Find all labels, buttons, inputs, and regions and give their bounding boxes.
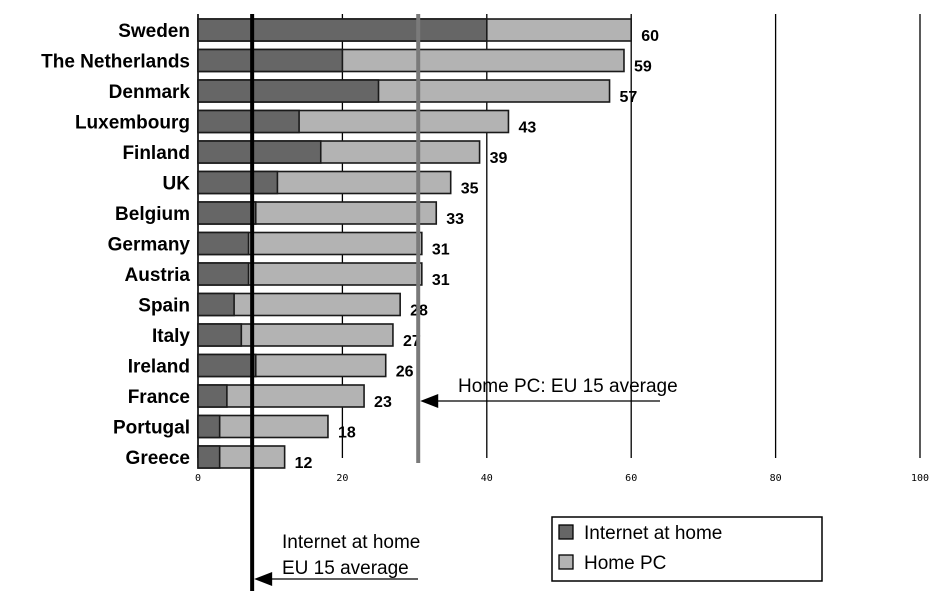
bar-internet-greece bbox=[197, 445, 221, 469]
arrow-head-home-pc bbox=[420, 394, 439, 408]
category-label-spain: Spain bbox=[138, 296, 190, 317]
bar-internet-germany bbox=[197, 231, 250, 256]
category-label-the-netherlands: The Netherlands bbox=[41, 52, 190, 73]
category-label-sweden: Sweden bbox=[118, 21, 190, 42]
bar-internet-belgium bbox=[197, 201, 257, 225]
legend-swatch-home-pc bbox=[558, 554, 574, 570]
category-label-denmark: Denmark bbox=[109, 82, 191, 103]
data-label-belgium: 33 bbox=[446, 211, 464, 228]
bar-internet-ireland bbox=[197, 353, 257, 378]
x-tick-0: 0 bbox=[195, 473, 201, 484]
annotation-internet-average-line1: Internet at home bbox=[282, 532, 420, 553]
data-label-luxembourg: 43 bbox=[518, 120, 536, 137]
legend-box bbox=[551, 516, 823, 582]
bar-internet-spain bbox=[197, 292, 235, 317]
category-label-luxembourg: Luxembourg bbox=[75, 113, 190, 134]
category-label-finland: Finland bbox=[122, 143, 190, 164]
bars bbox=[197, 18, 633, 469]
category-label-germany: Germany bbox=[108, 235, 191, 256]
annotations: Home PC: EU 15 average Internet at home EU… bbox=[254, 376, 678, 586]
x-tick-20: 20 bbox=[336, 473, 348, 484]
x-tick-80: 80 bbox=[770, 473, 782, 484]
legend-label-home-pc: Home PC bbox=[584, 553, 666, 574]
data-label-france: 23 bbox=[374, 394, 392, 411]
data-label-portugal: 18 bbox=[338, 425, 356, 442]
data-label-sweden: 60 bbox=[641, 28, 659, 45]
bar-internet-france bbox=[197, 384, 228, 408]
x-tick-40: 40 bbox=[481, 473, 493, 484]
x-axis-ticks: 0 20 40 60 80 100 bbox=[195, 473, 929, 484]
category-label-greece: Greece bbox=[126, 448, 190, 469]
bar-internet-austria bbox=[197, 262, 250, 286]
country-labels: Sweden The Netherlands Denmark Luxembourg Fi… bbox=[41, 21, 190, 469]
bar-internet-uk bbox=[197, 170, 279, 195]
data-label-greece: 12 bbox=[295, 455, 313, 472]
reference-lines bbox=[250, 14, 421, 591]
x-tick-100: 100 bbox=[911, 473, 929, 484]
category-label-belgium: Belgium bbox=[115, 204, 190, 225]
data-label-ireland: 26 bbox=[396, 364, 414, 381]
bar-internet-the-netherlands bbox=[197, 48, 344, 73]
data-label-uk: 35 bbox=[461, 181, 479, 198]
legend-swatch-internet-at-home bbox=[558, 524, 574, 540]
category-label-france: France bbox=[128, 387, 190, 408]
category-label-italy: Italy bbox=[152, 326, 190, 347]
data-label-austria: 31 bbox=[432, 272, 450, 289]
data-label-the-netherlands: 59 bbox=[634, 59, 652, 76]
x-tick-60: 60 bbox=[625, 473, 637, 484]
annotation-internet-average-line2: EU 15 average bbox=[282, 558, 409, 579]
legend-label-internet-at-home: Internet at home bbox=[584, 523, 722, 544]
legend: Internet at home Home PC bbox=[551, 516, 823, 582]
arrow-head-internet bbox=[254, 572, 273, 586]
category-label-ireland: Ireland bbox=[128, 357, 190, 378]
bar-internet-luxembourg bbox=[197, 109, 300, 134]
data-label-germany: 31 bbox=[432, 242, 450, 259]
bar-internet-sweden bbox=[197, 18, 488, 42]
bar-internet-italy bbox=[197, 323, 243, 347]
bar-internet-finland bbox=[197, 140, 322, 164]
data-label-finland: 39 bbox=[490, 150, 508, 167]
data-labels: 605957433935333131282726231812 bbox=[295, 28, 659, 472]
annotation-home-pc-average: Home PC: EU 15 average bbox=[458, 376, 678, 397]
category-label-uk: UK bbox=[163, 174, 191, 195]
data-label-denmark: 57 bbox=[620, 89, 638, 106]
category-label-portugal: Portugal bbox=[113, 418, 190, 439]
category-label-austria: Austria bbox=[125, 265, 191, 286]
bar-internet-denmark bbox=[197, 79, 380, 103]
bar-internet-portugal bbox=[197, 414, 221, 439]
